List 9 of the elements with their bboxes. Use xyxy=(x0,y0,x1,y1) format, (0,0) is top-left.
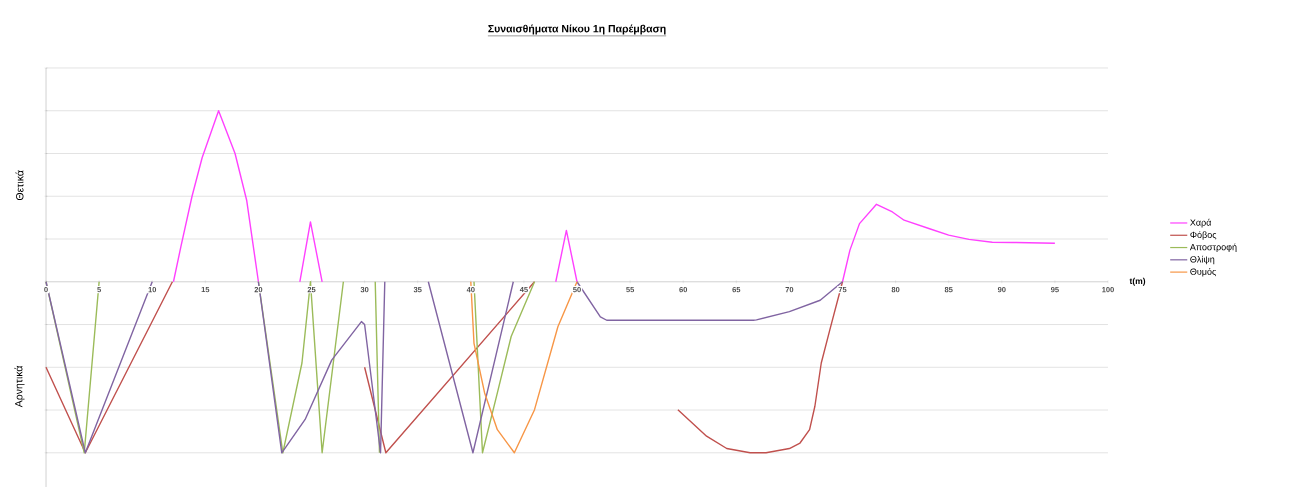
legend-label: Θλίψη xyxy=(1190,255,1215,265)
legend-label: Θυμός xyxy=(1190,267,1217,277)
legend-label: Φόβος xyxy=(1190,231,1217,240)
text: Αρνητικά xyxy=(14,365,25,408)
text: Θετικά xyxy=(15,170,24,201)
legend-label: Χαρά xyxy=(1190,218,1212,228)
legend-label: Αποστροφή xyxy=(1189,243,1237,253)
chart-title: Συναισθήματα Νίκου 1η Παρέμβαση xyxy=(488,24,666,35)
x-axis-title: t(m) xyxy=(1129,277,1146,286)
